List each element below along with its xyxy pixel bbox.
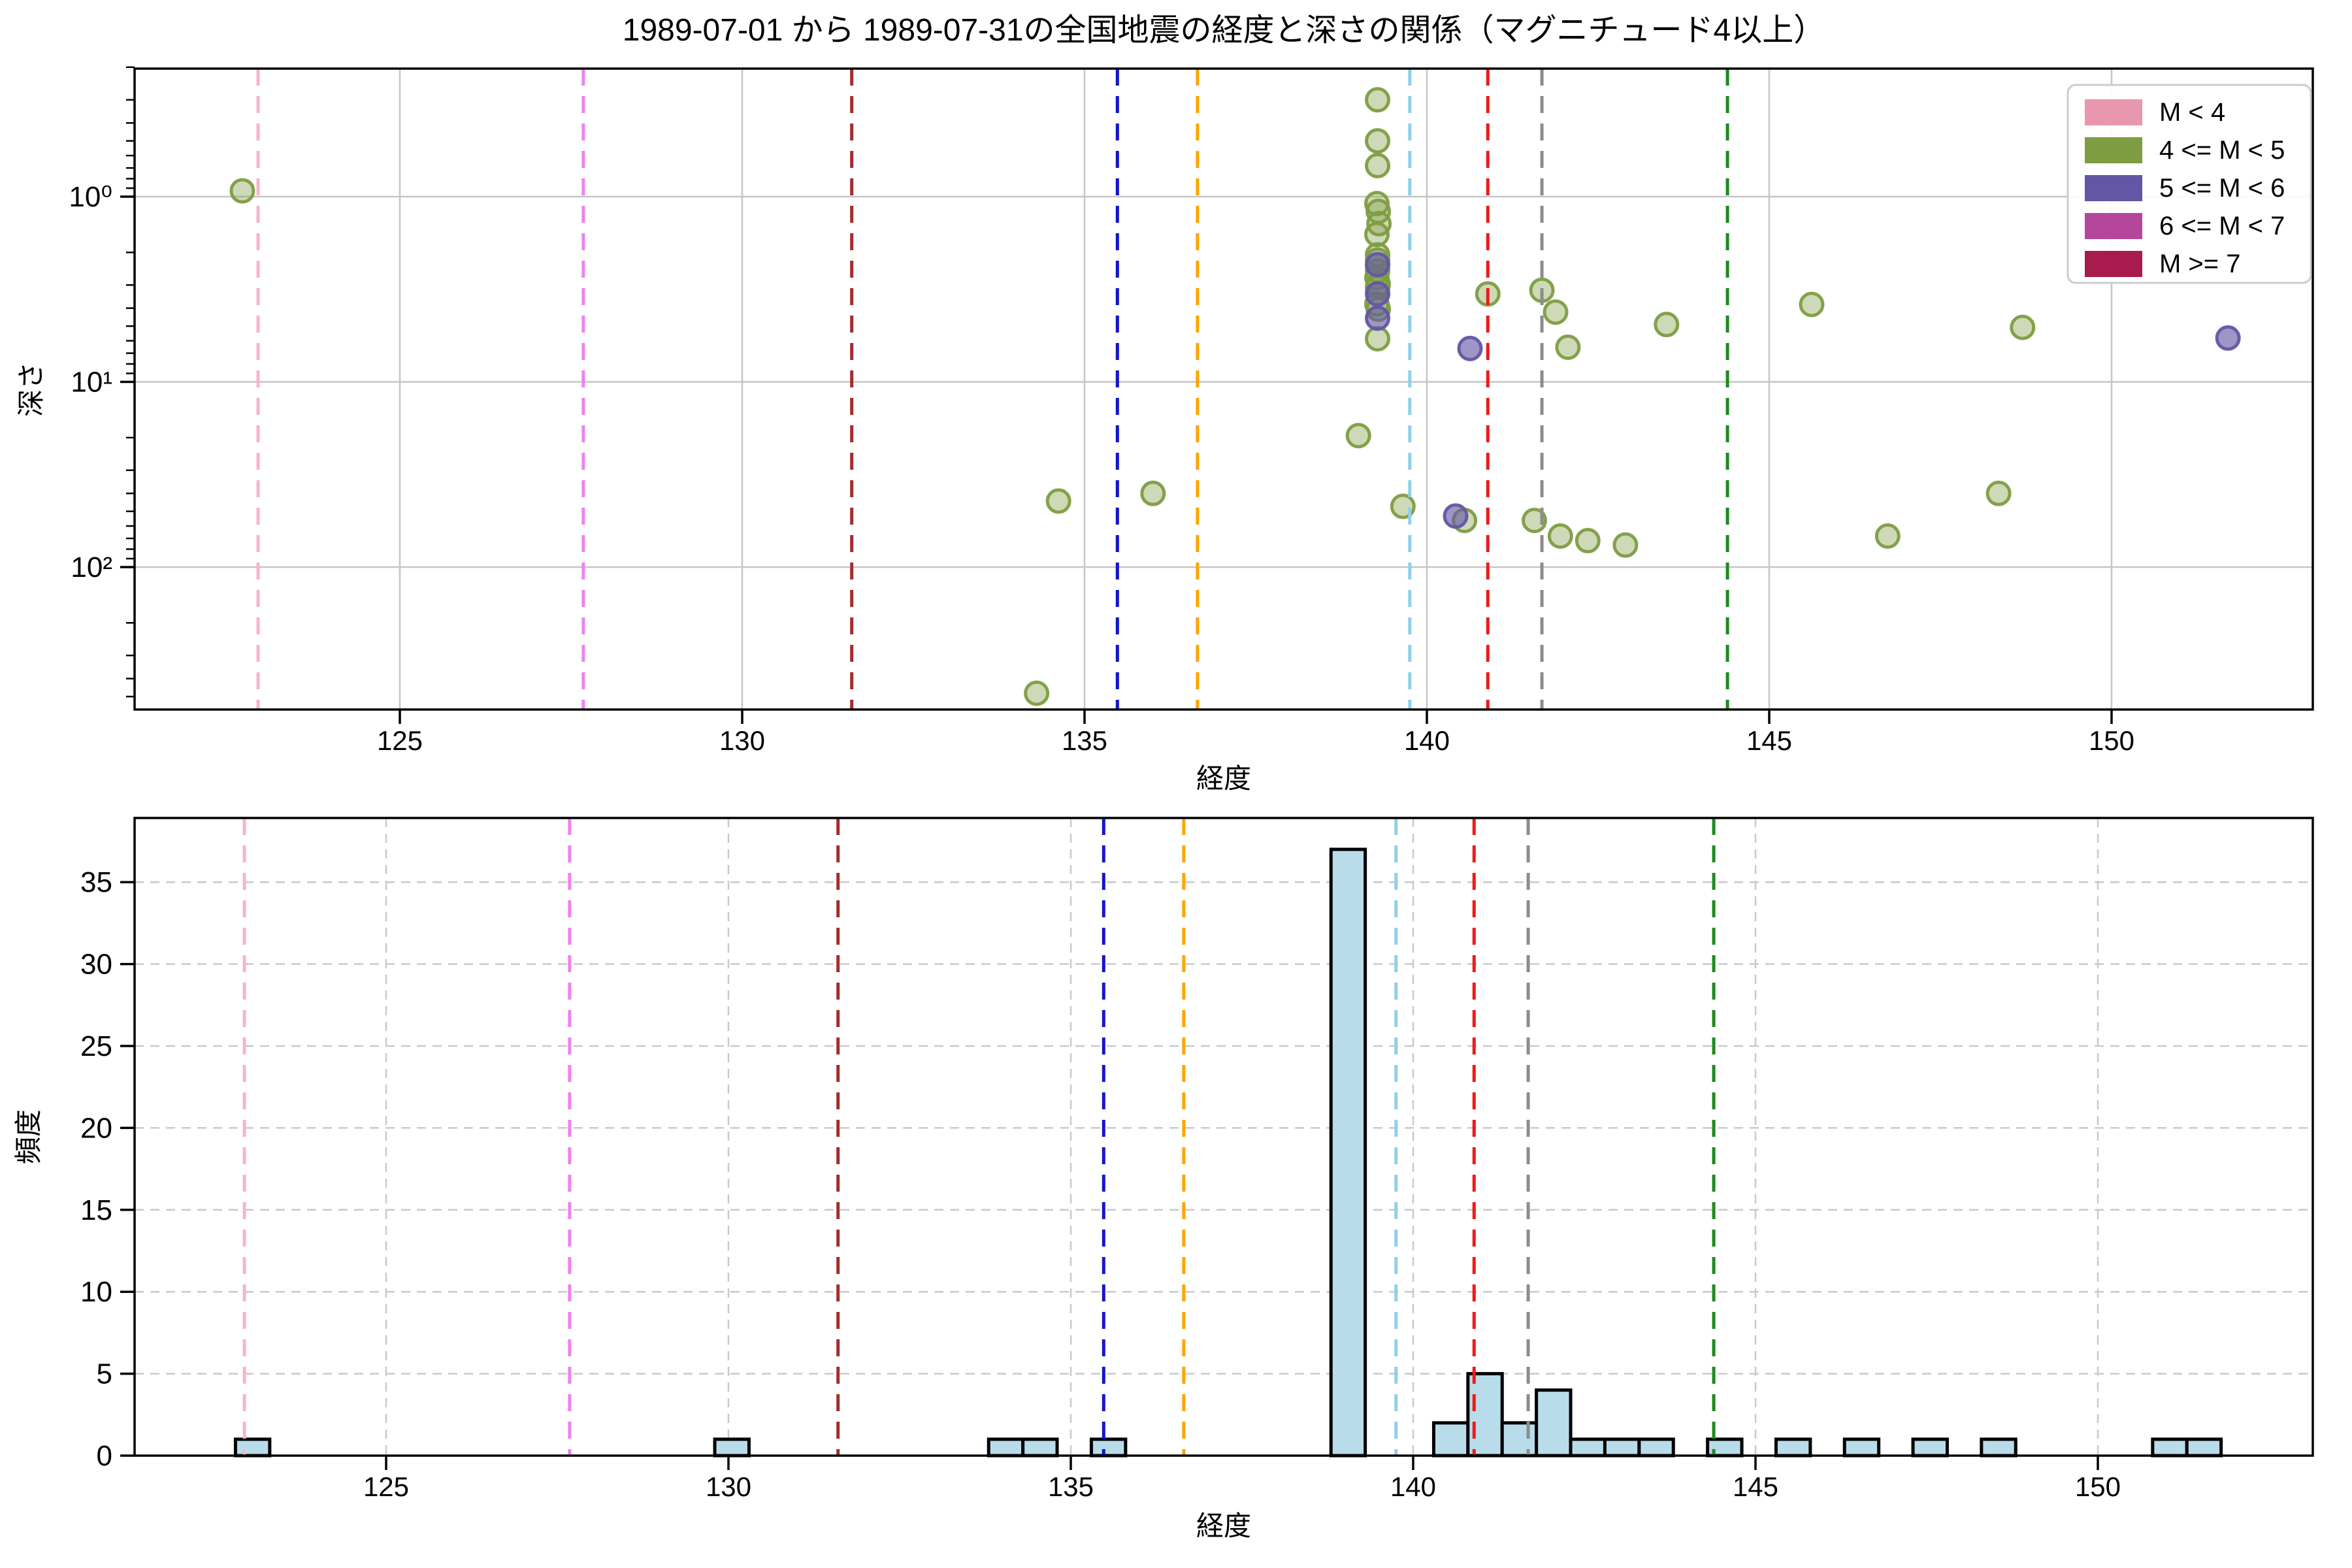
histogram-bar [2185,1437,2223,1458]
scatter-point [1364,221,1390,248]
histogram-bar [1431,1421,1470,1458]
scatter-point [1799,291,1825,318]
histogram-bar [713,1437,751,1458]
scatter-point [2215,325,2241,351]
x-tick-label: 145 [1746,725,1792,756]
chart-title: 1989-07-01 から 1989-07-31の全国地震の経度と深さの関係（マ… [623,13,1825,48]
scatter-point [1024,680,1050,706]
bottom-xaxis-label: 経度 [1196,1511,1251,1541]
scatter-point [1612,532,1639,558]
histogram-bar [987,1437,1025,1458]
x-tick-label: 150 [2089,725,2134,756]
histogram-bar [1911,1437,1949,1458]
legend-label: M < 4 [2159,98,2225,127]
legend: M < 4 4 <= M < 5 5 <= M < 6 6 <= M < 7 M >= … [2066,84,2312,284]
histogram-bar [1980,1437,2017,1458]
y-tick-label: 10² [71,551,112,583]
legend-label: 5 <= M < 6 [2159,174,2285,203]
x-tick-label: 130 [719,725,765,756]
x-tick-label: 125 [377,725,423,756]
histogram-bar [1021,1437,1059,1458]
scatter-point [1345,423,1371,449]
scatter-point [1365,87,1391,113]
scatter-point [2010,314,2036,340]
top-yaxis-label: 深さ [16,362,46,417]
scatter-point [1045,488,1071,514]
top-xaxis-label: 経度 [1196,763,1251,794]
y-tick-label: 10⁰ [69,181,112,213]
y-tick-label: 35 [80,866,112,898]
y-tick-label: 15 [80,1194,112,1226]
legend-label: 4 <= M < 5 [2159,136,2285,165]
scatter-point [1140,480,1166,506]
x-tick-label: 135 [1062,725,1107,756]
x-tick-label: 135 [1048,1471,1094,1502]
scatter-point [1365,325,1391,351]
scatter-point [1365,153,1391,179]
legend-swatch [2085,213,2142,239]
grid-layer [135,69,2313,1456]
top-plot-frame [133,67,2314,711]
scatter-point [1365,252,1391,278]
scatter-point [1365,281,1391,307]
histogram-bar [1842,1437,1881,1458]
histogram-bar [1500,1421,1539,1458]
histogram-bar [233,1437,272,1458]
scatter-point [1522,508,1548,534]
legend-swatch [2085,251,2142,277]
histogram-bar [1637,1437,1675,1458]
y-tick-label: 20 [80,1112,112,1144]
histogram-bar [1603,1437,1641,1458]
histogram-bar [1466,1372,1504,1458]
legend-swatch [2085,175,2142,201]
histogram-bar [1569,1437,1607,1458]
legend-label: M >= 7 [2159,250,2241,278]
x-tick-label: 140 [1404,725,1450,756]
x-tick-label: 150 [2075,1471,2121,1502]
x-tick-label: 140 [1390,1471,1436,1502]
y-tick-label: 25 [80,1030,112,1062]
scatter-point [1654,312,1680,338]
histogram-bar [1774,1437,1812,1458]
scatter-point [1365,305,1391,331]
y-tick-label: 5 [97,1358,112,1390]
scatter-point [1575,528,1601,554]
scatter-point [1547,523,1573,549]
histogram-bar [1535,1388,1573,1458]
scatter-point [1457,335,1483,361]
scatter-point [1555,334,1581,360]
y-tick-label: 10¹ [71,367,112,399]
x-tick-label: 145 [1733,1471,1778,1502]
legend-swatch [2085,137,2142,163]
histogram-bar [1329,847,1367,1458]
scatter-point [1443,503,1469,529]
y-tick-label: 30 [80,949,112,981]
scatter-point [1365,128,1391,154]
y-tick-label: 0 [97,1440,112,1472]
bottom-yaxis-label: 頻度 [13,1109,44,1164]
histogram-bar [2151,1437,2189,1458]
histogram-bar [1089,1437,1128,1458]
legend-label: 6 <= M < 7 [2159,212,2285,240]
scatter-point [1543,299,1569,325]
scatter-point [1985,480,2012,506]
bottom-plot-frame [133,817,2314,1457]
x-tick-label: 130 [706,1471,751,1502]
scatter-point [229,178,255,204]
y-tick-label: 10 [80,1276,112,1308]
scatter-point [1874,523,1901,549]
x-tick-label: 125 [363,1471,409,1502]
legend-swatch [2085,99,2142,125]
vline-layer [242,69,1729,1456]
data-layer [229,87,2241,1458]
